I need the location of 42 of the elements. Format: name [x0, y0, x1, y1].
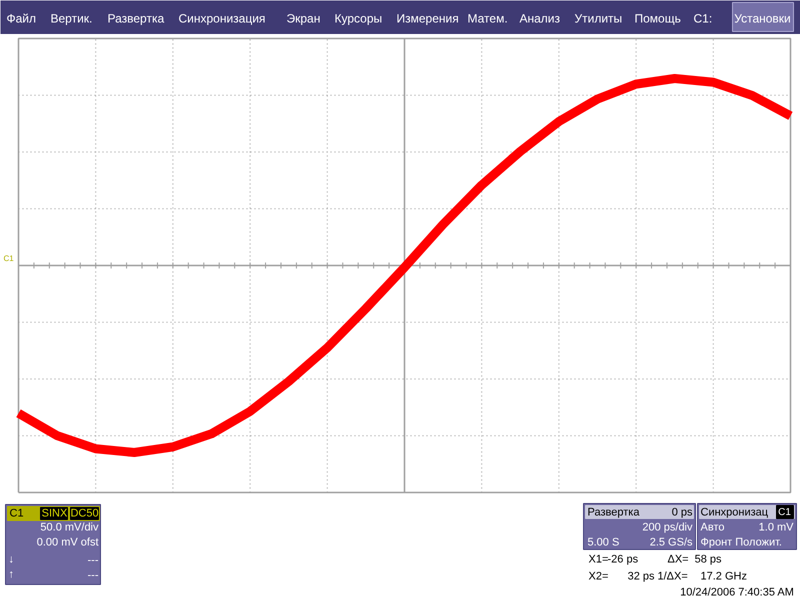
text: ---	[88, 554, 99, 566]
text: 200 ps/div	[642, 522, 693, 534]
text: Матем.	[468, 12, 508, 26]
text: 50.0 mV/div	[40, 522, 99, 534]
text: 1/ΔX=	[658, 570, 688, 582]
text: Синхронизац	[700, 506, 769, 518]
text: Файл	[6, 12, 36, 26]
text: 58 ps	[694, 554, 722, 566]
text: 17.2 GHz	[700, 570, 747, 582]
text: ---	[88, 570, 99, 582]
text: ΔX=	[668, 554, 689, 566]
text: C1	[4, 254, 14, 263]
text: Синхронизация	[178, 12, 266, 26]
text: ↓	[8, 554, 14, 566]
text: Развертка	[108, 12, 164, 26]
text: Фронт Положит.	[700, 536, 782, 548]
text: 0 ps	[672, 506, 693, 518]
text: SINX	[42, 508, 68, 520]
text: Курсоры	[334, 12, 382, 26]
text: Авто	[700, 522, 724, 534]
text: 0.00 mV ofst	[36, 536, 99, 548]
text: X1=	[588, 554, 608, 566]
text: Утилиты	[574, 12, 622, 26]
text: Вертик.	[50, 12, 92, 26]
text: Помощь	[634, 12, 681, 26]
text: Анализ	[520, 12, 561, 26]
text: DC50	[70, 508, 99, 520]
text: Развертка	[588, 506, 640, 518]
text: -26 ps	[608, 554, 639, 566]
text: X2=	[588, 570, 608, 582]
text: 5.00 S	[588, 536, 620, 548]
text: 1.0 mV	[758, 522, 794, 534]
text: C1:	[694, 12, 712, 26]
text: 2.5 GS/s	[650, 536, 693, 548]
text: C1	[778, 507, 792, 518]
text: Экран	[286, 12, 320, 26]
text: 10/24/2006 7:40:35 AM	[680, 586, 794, 598]
text: Измерения	[396, 12, 459, 26]
text: 32 ps	[628, 570, 655, 582]
text: ↑	[8, 568, 14, 580]
text: Установки	[734, 12, 791, 26]
text: C1	[10, 508, 24, 520]
